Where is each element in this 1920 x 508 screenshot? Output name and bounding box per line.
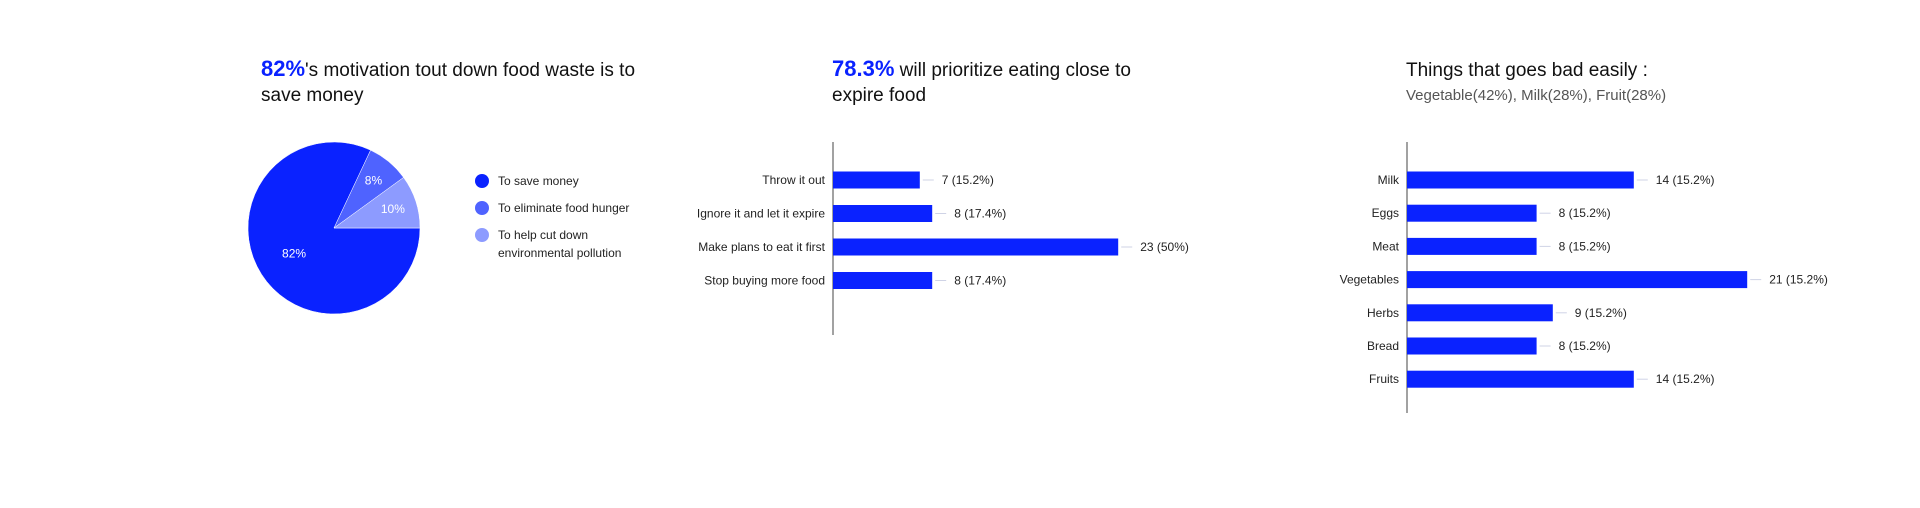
bar bbox=[833, 171, 920, 189]
category-label: Milk bbox=[1378, 173, 1400, 187]
bar bbox=[833, 205, 933, 222]
spoil-subheading: Vegetable(42%), Milk(28%), Fruit(28%) bbox=[1406, 87, 1667, 104]
prioritize-heading-text: will prioritize eating close to expire f… bbox=[832, 60, 1131, 106]
legend-dot-save-money bbox=[475, 174, 489, 188]
legend-label: To eliminate food hunger bbox=[498, 201, 630, 215]
legend-dot-eliminate-hunger bbox=[475, 201, 489, 215]
data-label: 8 (17.4%) bbox=[954, 274, 1006, 288]
pie-slice-label: 10% bbox=[381, 202, 405, 216]
data-label: 23 (50%) bbox=[1140, 240, 1189, 254]
spoil-panel: Things that goes bad easily : Vegetable(… bbox=[1280, 0, 1920, 508]
pie-legend: To save money To eliminate food hunger T… bbox=[475, 172, 645, 271]
category-label: Fruits bbox=[1369, 372, 1399, 386]
legend-dot-pollution bbox=[475, 228, 489, 242]
category-label: Eggs bbox=[1372, 206, 1399, 220]
bar bbox=[1407, 204, 1537, 222]
data-label: 8 (17.4%) bbox=[954, 207, 1006, 221]
prioritize-bar-chart: Throw it out 7 (15.2%) Ignore it and let i… bbox=[697, 142, 1189, 335]
motivation-panel: 82%'s motivation tout down food waste is… bbox=[0, 0, 640, 508]
category-label: Ignore it and let it expire bbox=[697, 207, 825, 221]
data-label: 8 (15.2%) bbox=[1559, 206, 1611, 220]
bar bbox=[1407, 271, 1748, 289]
data-label: 14 (15.2%) bbox=[1656, 173, 1715, 187]
data-label: 8 (15.2%) bbox=[1559, 239, 1611, 253]
bar bbox=[1407, 237, 1537, 255]
data-label: 14 (15.2%) bbox=[1656, 372, 1715, 386]
category-label: Bread bbox=[1367, 339, 1399, 353]
category-label: Make plans to eat it first bbox=[698, 240, 825, 254]
category-label: Herbs bbox=[1367, 306, 1399, 320]
category-label: Vegetables bbox=[1340, 273, 1399, 287]
legend-item-save-money: To save money bbox=[475, 172, 645, 190]
prioritize-heading: 78.3% will prioritize eating close to ex… bbox=[832, 56, 1162, 108]
prioritize-highlight: 78.3% bbox=[832, 56, 895, 81]
spoil-heading: Things that goes bad easily : bbox=[1406, 60, 1648, 81]
spoil-bar-chart: Milk 14 (15.2%) Eggs 8 (15.2%) Meat 8 (15.2%)… bbox=[1340, 142, 1828, 413]
pie-slice-label: 8% bbox=[365, 173, 383, 187]
pie-slice-label: 82% bbox=[282, 246, 306, 260]
motivation-pie-chart: 82% 8% 10% bbox=[247, 141, 421, 315]
motivation-highlight: 82% bbox=[261, 56, 306, 81]
bar bbox=[1407, 171, 1634, 189]
legend-item-eliminate-hunger: To eliminate food hunger bbox=[475, 199, 645, 217]
bar bbox=[833, 238, 1119, 256]
category-label: Stop buying more food bbox=[704, 274, 825, 288]
data-label: 8 (15.2%) bbox=[1559, 339, 1611, 353]
legend-label: To help cut down environmental pollution bbox=[498, 228, 622, 260]
motivation-heading-text: 's motivation tout down food waste is to… bbox=[261, 60, 636, 106]
pie-slice bbox=[247, 141, 421, 315]
motivation-heading: 82%'s motivation tout down food waste is… bbox=[261, 56, 646, 108]
data-label: 21 (15.2%) bbox=[1769, 273, 1828, 287]
bar bbox=[1407, 370, 1634, 388]
data-label: 7 (15.2%) bbox=[942, 173, 994, 187]
bar bbox=[1407, 304, 1553, 322]
category-label: Meat bbox=[1372, 239, 1399, 253]
category-label: Throw it out bbox=[762, 173, 825, 187]
pie-slice bbox=[333, 177, 421, 229]
prioritize-panel: 78.3% will prioritize eating close to ex… bbox=[640, 0, 1280, 508]
bar bbox=[833, 272, 933, 289]
data-label: 9 (15.2%) bbox=[1575, 306, 1627, 320]
legend-item-pollution: To help cut down environmental pollution bbox=[475, 226, 645, 262]
legend-label: To save money bbox=[498, 174, 579, 188]
bar bbox=[1407, 337, 1537, 355]
